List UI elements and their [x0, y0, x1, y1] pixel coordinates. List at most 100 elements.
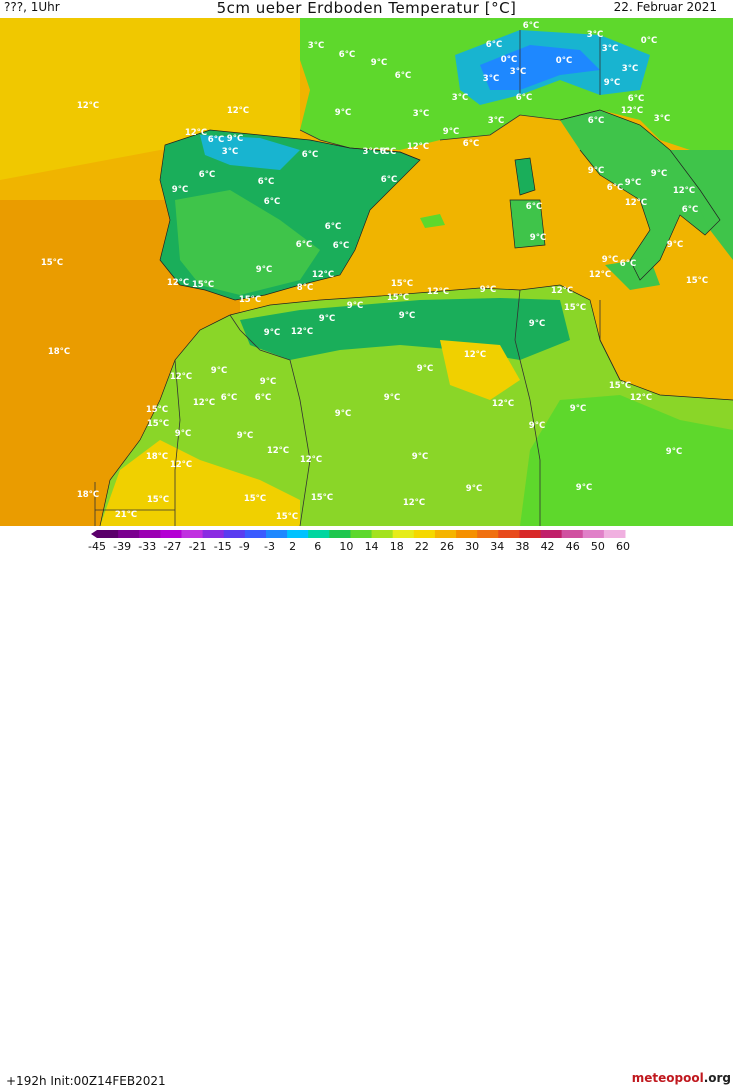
temperature-label: 15°C: [147, 419, 169, 429]
temperature-label: 6°C: [208, 135, 224, 145]
temperature-label: 9°C: [667, 240, 683, 250]
temperature-label: 3°C: [510, 67, 526, 77]
temperature-label: 21°C: [115, 510, 137, 520]
land-sicily: [605, 258, 660, 290]
temperature-label: 3°C: [483, 74, 499, 84]
temperature-label: 6°C: [381, 175, 397, 185]
temperature-label: 9°C: [570, 404, 586, 414]
temperature-label: 15°C: [192, 280, 214, 290]
temperature-label: 6°C: [255, 393, 271, 403]
temperature-label: 15°C: [244, 494, 266, 504]
temperature-label: 3°C: [622, 64, 638, 74]
legend-colorbar: [91, 530, 626, 538]
legend-tick-label: 26: [440, 540, 454, 553]
temperature-label: 15°C: [564, 303, 586, 313]
temperature-label: 6°C: [325, 222, 341, 232]
temperature-label: 15°C: [387, 293, 409, 303]
temperature-label: 12°C: [621, 106, 643, 116]
legend-tick-label: 22: [414, 540, 429, 553]
legend-tick-label: 50: [590, 540, 605, 553]
legend-swatch: [202, 530, 225, 538]
legend-tick-label: 34: [490, 540, 505, 553]
land-east-africa: [520, 395, 733, 526]
temperature-label: 3°C: [222, 147, 238, 157]
temperature-label: 0°C: [556, 56, 572, 66]
legend-swatch: [434, 530, 457, 538]
temperature-label: 12°C: [185, 128, 207, 138]
temperature-label: 9°C: [412, 452, 428, 462]
temperature-label: 9°C: [443, 127, 459, 137]
temperature-label: 3°C: [413, 109, 429, 119]
temperature-label: 12°C: [170, 460, 192, 470]
temperature-label: 15°C: [147, 495, 169, 505]
temperature-label: 6°C: [526, 202, 542, 212]
temperature-label: 9°C: [227, 134, 243, 144]
legend-tick-label: 6: [314, 540, 322, 553]
temperature-label: 6°C: [339, 50, 355, 60]
legend-swatch: [498, 530, 520, 538]
temperature-label: 18°C: [48, 347, 70, 357]
legend-tick-label: 14: [364, 540, 379, 553]
legend-swatch: [540, 530, 563, 538]
temperature-label: 3°C: [654, 114, 670, 124]
temperature-label: 6°C: [607, 183, 623, 193]
temperature-label: 9°C: [264, 328, 280, 338]
brand-tld: .org: [703, 1071, 731, 1085]
legend-swatch: [561, 530, 584, 538]
land-corsica: [515, 158, 535, 195]
temperature-label: 15°C: [686, 276, 708, 286]
legend-swatch: [181, 530, 204, 538]
legend-swatch: [371, 530, 394, 538]
legend-tick-label: -3: [264, 540, 275, 553]
legend-tick-label: 42: [540, 540, 555, 553]
temperature-label: 9°C: [347, 301, 363, 311]
temperature-label: 9°C: [256, 265, 272, 275]
temperature-label: 12°C: [551, 286, 573, 296]
temperature-label: 9°C: [237, 431, 253, 441]
legend-swatch: [97, 530, 119, 538]
temperature-label: 9°C: [399, 311, 415, 321]
land-balearics: [420, 214, 445, 228]
temperature-label: 6°C: [628, 94, 644, 104]
temperature-label: 6°C: [588, 116, 604, 126]
map-canvas: 3°C6°C9°C6°C6°C6°C3°C0°C0°C 0°C3°C3°C 3°C3…: [0, 18, 733, 527]
brand-name: meteopool: [631, 1071, 704, 1085]
legend-swatch: [582, 530, 605, 538]
temperature-label: 18°C: [77, 490, 99, 500]
temperature-label: 12°C: [193, 398, 215, 408]
temperature-label: 3°C: [452, 93, 468, 103]
land-balkans: [660, 150, 733, 260]
temperature-label: 9°C: [172, 185, 188, 195]
temperature-label: 9°C: [529, 421, 545, 431]
legend-swatch: [223, 530, 246, 538]
temperature-label: 6°C: [221, 393, 237, 403]
run-info: +192h Init:00Z14FEB2021: [6, 1074, 166, 1088]
temperature-label: 6°C: [682, 205, 698, 215]
temperature-label: 12°C: [267, 446, 289, 456]
temperature-label: 9°C: [530, 233, 546, 243]
temperature-label: 12°C: [403, 498, 425, 508]
temperature-label: 12°C: [427, 287, 449, 297]
temperature-label: 9°C: [625, 178, 641, 188]
legend-swatch: [350, 530, 373, 538]
brand-logo[interactable]: meteopool.org: [632, 1071, 731, 1085]
temperature-label: 12°C: [407, 142, 429, 152]
temperature-label: 3°C: [587, 30, 603, 40]
legend-tick-label: 10: [339, 540, 354, 553]
legend-swatch: [244, 530, 267, 538]
temperature-labels: 3°C6°C9°C6°C6°C6°C3°C0°C0°C 0°C3°C3°C 3°C3…: [41, 21, 708, 522]
land-italy: [560, 110, 720, 280]
temperature-label: 9°C: [211, 366, 227, 376]
temperature-label: 9°C: [417, 364, 433, 374]
temperature-label: 15°C: [609, 381, 631, 391]
temperature-label: 9°C: [529, 319, 545, 329]
land-iberia-warm: [175, 190, 320, 295]
temperature-label: 15°C: [146, 405, 168, 415]
temperature-label: 6°C: [516, 93, 532, 103]
temperature-label: 3°C: [488, 116, 504, 126]
run-label: ???, 1Uhr: [4, 0, 60, 14]
legend-swatch: [329, 530, 351, 538]
legend-swatch: [456, 530, 478, 538]
temperature-label: 0°C: [501, 55, 517, 65]
legend-tick-label: 60: [616, 540, 630, 553]
